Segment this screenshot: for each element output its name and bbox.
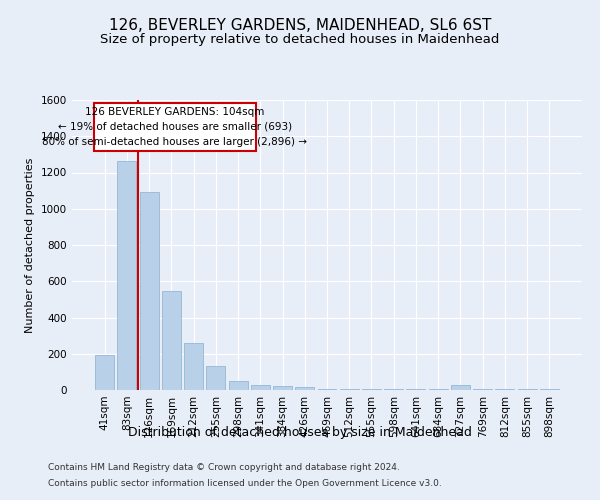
Bar: [251, 384, 270, 390]
Bar: [273, 386, 292, 390]
Y-axis label: Number of detached properties: Number of detached properties: [25, 158, 35, 332]
Bar: [140, 192, 158, 390]
Bar: [95, 354, 114, 390]
Text: Contains public sector information licensed under the Open Government Licence v3: Contains public sector information licen…: [48, 478, 442, 488]
Bar: [451, 385, 470, 390]
Bar: [162, 290, 181, 390]
Text: Size of property relative to detached houses in Maidenhead: Size of property relative to detached ho…: [100, 32, 500, 46]
Bar: [118, 160, 136, 390]
Bar: [184, 342, 203, 390]
Text: Contains HM Land Registry data © Crown copyright and database right 2024.: Contains HM Land Registry data © Crown c…: [48, 464, 400, 472]
Text: 126, BEVERLEY GARDENS, MAIDENHEAD, SL6 6ST: 126, BEVERLEY GARDENS, MAIDENHEAD, SL6 6…: [109, 18, 491, 32]
Bar: [340, 389, 359, 390]
Bar: [317, 389, 337, 390]
Text: 126 BEVERLEY GARDENS: 104sqm
← 19% of detached houses are smaller (693)
80% of s: 126 BEVERLEY GARDENS: 104sqm ← 19% of de…: [43, 107, 307, 146]
Bar: [229, 380, 248, 390]
Bar: [206, 366, 225, 390]
FancyBboxPatch shape: [94, 102, 256, 151]
Text: Distribution of detached houses by size in Maidenhead: Distribution of detached houses by size …: [128, 426, 472, 439]
Bar: [295, 388, 314, 390]
